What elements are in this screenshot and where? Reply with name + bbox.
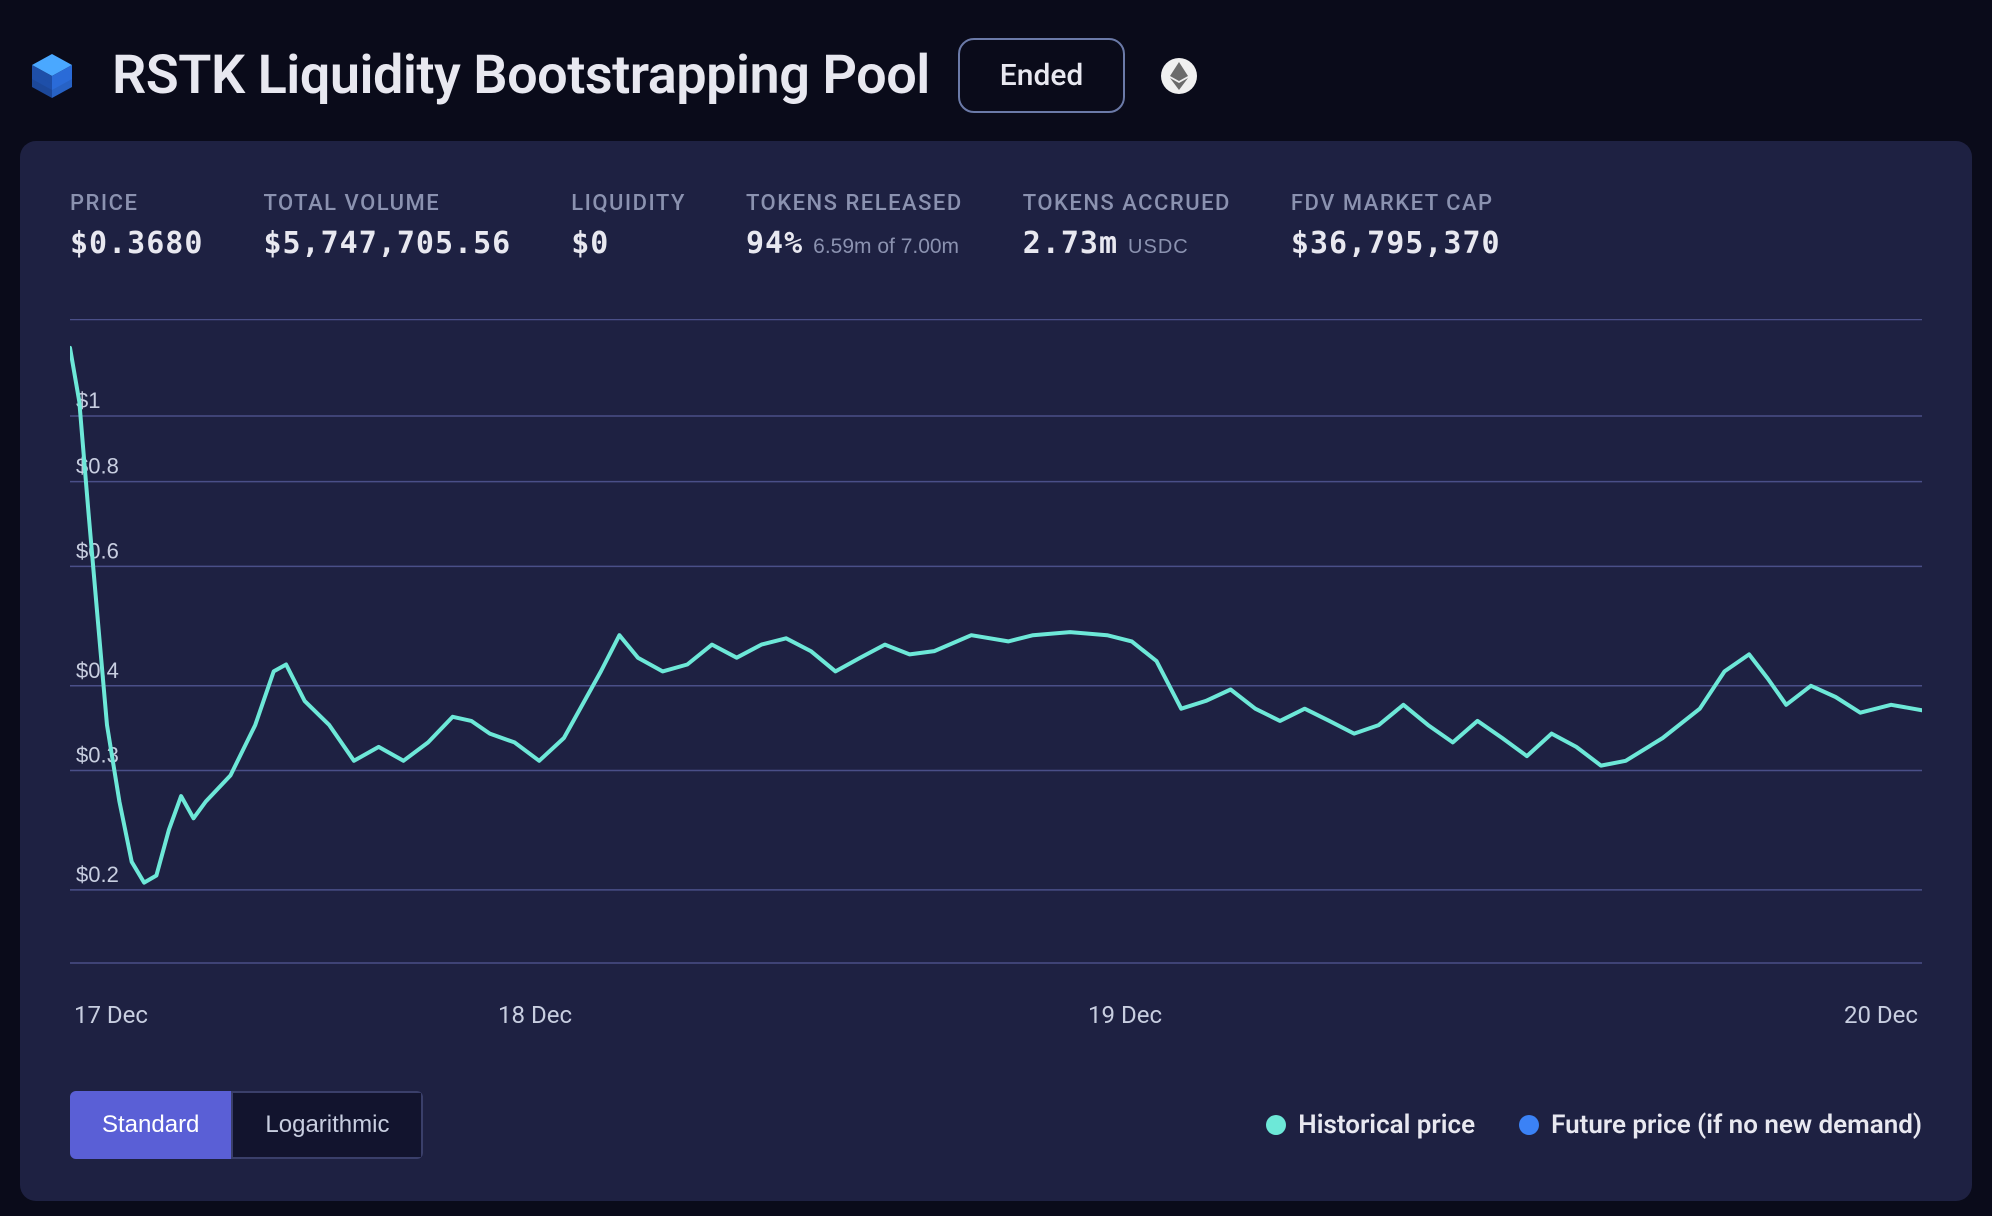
scale-toggle: Standard Logarithmic bbox=[70, 1091, 423, 1159]
legend-historical: Historical price bbox=[1266, 1110, 1475, 1140]
legend-dot-icon bbox=[1519, 1115, 1539, 1135]
ethereum-icon bbox=[1161, 58, 1197, 94]
stat-released: TOKENS RELEASED 94% 6.59m of 7.00m bbox=[746, 191, 963, 261]
svg-text:$0.2: $0.2 bbox=[76, 862, 119, 887]
x-tick: 19 Dec bbox=[1088, 1001, 1162, 1029]
svg-text:$0.4: $0.4 bbox=[76, 658, 119, 683]
page-title: RSTK Liquidity Bootstrapping Pool bbox=[112, 44, 930, 107]
stat-value: $0.3680 bbox=[70, 226, 203, 261]
legend-label: Future price (if no new demand) bbox=[1551, 1110, 1922, 1140]
stat-value: 2.73m USDC bbox=[1023, 226, 1231, 261]
stat-value: 94% 6.59m of 7.00m bbox=[746, 226, 963, 261]
stat-label: TOTAL VOLUME bbox=[263, 191, 511, 216]
chart-controls: Standard Logarithmic Historical price Fu… bbox=[70, 1091, 1922, 1159]
stat-volume: TOTAL VOLUME $5,747,705.56 bbox=[263, 191, 511, 261]
x-tick: 20 Dec bbox=[1844, 1001, 1918, 1029]
stat-price: PRICE $0.3680 bbox=[70, 191, 203, 261]
chart-canvas: $0.2$0.3$0.4$0.6$0.8$1 bbox=[70, 319, 1922, 979]
stat-accrued: TOKENS ACCRUED 2.73m USDC bbox=[1023, 191, 1231, 261]
x-tick: 18 Dec bbox=[498, 1001, 572, 1029]
x-tick: 17 Dec bbox=[74, 1001, 148, 1029]
logarithmic-button[interactable]: Logarithmic bbox=[231, 1091, 423, 1159]
standard-button[interactable]: Standard bbox=[70, 1091, 231, 1159]
stat-unit: USDC bbox=[1128, 236, 1189, 259]
legend-future: Future price (if no new demand) bbox=[1519, 1110, 1922, 1140]
price-chart: $0.2$0.3$0.4$0.6$0.8$1 17 Dec 18 Dec 19 … bbox=[70, 319, 1922, 1039]
stat-primary: 94% bbox=[746, 226, 803, 261]
token-logo bbox=[20, 44, 84, 108]
legend-dot-icon bbox=[1266, 1115, 1286, 1135]
stat-label: LIQUIDITY bbox=[571, 191, 686, 216]
stat-label: PRICE bbox=[70, 191, 203, 216]
stat-fdv: FDV MARKET CAP $36,795,370 bbox=[1291, 191, 1501, 261]
legend-label: Historical price bbox=[1298, 1110, 1475, 1140]
x-axis: 17 Dec 18 Dec 19 Dec 20 Dec bbox=[70, 983, 1922, 1029]
status-badge: Ended bbox=[958, 38, 1126, 113]
main-panel: PRICE $0.3680 TOTAL VOLUME $5,747,705.56… bbox=[20, 141, 1972, 1201]
chart-legend: Historical price Future price (if no new… bbox=[1266, 1110, 1922, 1140]
stat-liquidity: LIQUIDITY $0 bbox=[571, 191, 686, 261]
stat-secondary: 6.59m of 7.00m bbox=[813, 235, 959, 259]
svg-text:$0.6: $0.6 bbox=[76, 538, 119, 563]
stat-value: $0 bbox=[571, 226, 686, 261]
stat-label: FDV MARKET CAP bbox=[1291, 191, 1501, 216]
stats-row: PRICE $0.3680 TOTAL VOLUME $5,747,705.56… bbox=[70, 191, 1922, 261]
stat-value: $5,747,705.56 bbox=[263, 226, 511, 261]
stat-primary: 2.73m bbox=[1023, 226, 1118, 261]
stat-label: TOKENS RELEASED bbox=[746, 191, 963, 216]
stat-value: $36,795,370 bbox=[1291, 226, 1501, 261]
stat-label: TOKENS ACCRUED bbox=[1023, 191, 1231, 216]
page-header: RSTK Liquidity Bootstrapping Pool Ended bbox=[20, 20, 1972, 141]
